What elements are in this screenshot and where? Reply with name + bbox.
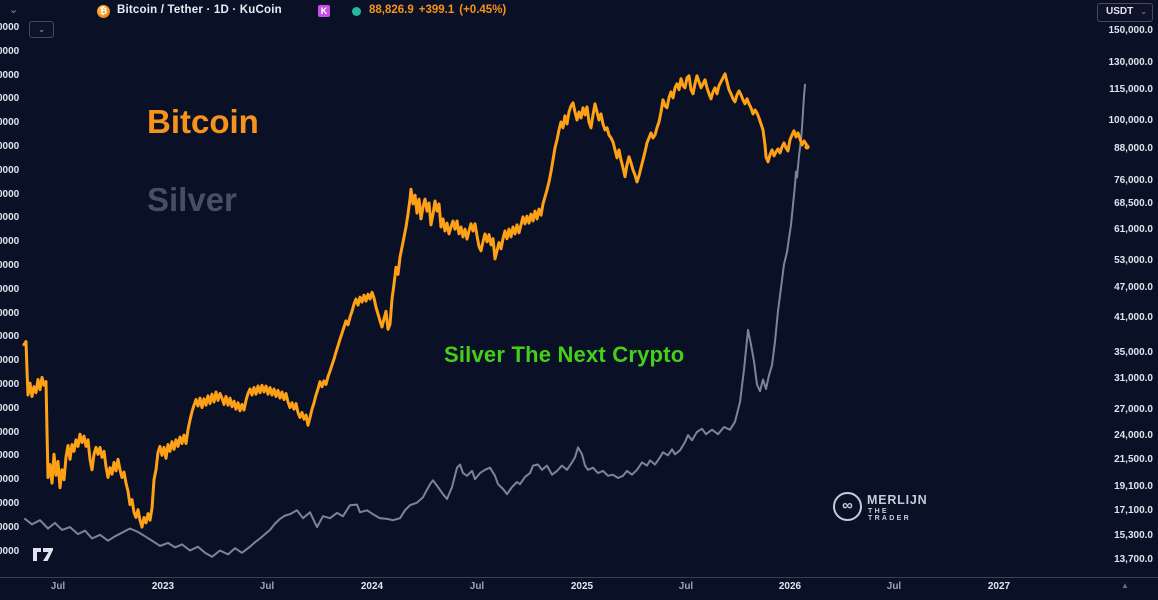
- right-axis-price-label: 47,000.0: [1114, 282, 1153, 293]
- time-axis-label: 2025: [570, 581, 594, 592]
- last-price: 88,826.9: [369, 4, 414, 16]
- time-axis-label: Jul: [678, 581, 694, 592]
- right-axis-price-label: 61,000.0: [1114, 224, 1153, 235]
- chart-menu-caret-icon[interactable]: ⌄: [9, 4, 19, 16]
- series-line: [24, 83, 806, 558]
- market-status-dot-icon: [352, 7, 361, 16]
- last-price-readout: 88,826.9 +399.1 (+0.45%): [369, 4, 511, 16]
- price-change: +399.1: [418, 4, 455, 16]
- right-axis-price-label: 76,000.0: [1114, 175, 1153, 186]
- right-axis-price-label: 100,000.0: [1108, 115, 1154, 126]
- tradingview-logo-icon[interactable]: [32, 545, 56, 563]
- silver-series-label: Silver: [147, 181, 237, 218]
- time-axis-label: Jul: [469, 581, 485, 592]
- annotation-text: Silver The Next Crypto: [444, 342, 685, 367]
- time-axis-label: Jul: [259, 581, 275, 592]
- time-axis-label: Jul: [886, 581, 902, 592]
- right-axis-price-label: 35,000.0: [1114, 347, 1153, 358]
- right-axis-price-label: 17,100.0: [1114, 505, 1153, 516]
- series-line: [22, 72, 809, 529]
- currency-unit-label: USDT: [1106, 6, 1134, 17]
- infinity-logo-icon: ∞: [833, 492, 862, 521]
- right-axis-price-label: 13,700.0: [1114, 554, 1153, 565]
- right-axis-price-label: 115,000.0: [1109, 84, 1153, 95]
- right-axis-price-label: 27,000.0: [1114, 404, 1153, 415]
- right-axis-price-label: 21,500.0: [1114, 454, 1153, 465]
- price-change-percent: (+0.45%): [459, 4, 507, 16]
- right-axis-price-label: 88,000.0: [1114, 143, 1153, 154]
- kucoin-exchange-icon: K: [318, 5, 330, 17]
- time-axis-label: Jul: [50, 581, 66, 592]
- right-axis-price-label: 53,000.0: [1114, 255, 1153, 266]
- currency-unit-button[interactable]: USDT ⌄: [1097, 3, 1153, 22]
- time-axis[interactable]: Jul 2023 Jul 2024 Jul 2025 Jul 2026 Jul 2027: [0, 578, 1158, 600]
- time-axis-label: 2026: [778, 581, 802, 592]
- symbol-title[interactable]: Bitcoin / Tether · 1D · KuCoin: [117, 4, 282, 16]
- right-axis-price-label: 150,000.0: [1108, 25, 1154, 36]
- time-axis-label: 2024: [360, 581, 384, 592]
- watermark-name: MERLIJN: [867, 493, 928, 507]
- right-axis-price-label: 130,000.0: [1108, 57, 1154, 68]
- right-axis-price-label: 68,500.0: [1114, 198, 1153, 209]
- right-axis-price-label: 41,000.0: [1114, 312, 1153, 323]
- right-price-axis[interactable]: 150,000.0 130,000.0 115,000.0 100,000.0 88,0…: [1090, 20, 1158, 576]
- legend-collapse-button[interactable]: ⌄: [29, 21, 54, 38]
- scroll-to-realtime-icon[interactable]: ▲: [1121, 581, 1129, 590]
- time-axis-separator: [0, 577, 1158, 578]
- last-price-dot: [804, 144, 810, 150]
- bitcoin-series-label: Bitcoin: [147, 103, 259, 140]
- time-axis-label: 2023: [151, 581, 175, 592]
- right-axis-price-label: 19,100.0: [1114, 481, 1153, 492]
- right-axis-price-label: 31,000.0: [1114, 373, 1153, 384]
- right-axis-price-label: 15,300.0: [1114, 530, 1153, 541]
- time-axis-label: 2027: [987, 581, 1011, 592]
- bitcoin-coin-icon: ₿: [97, 5, 110, 18]
- chevron-down-icon: ⌄: [1140, 7, 1147, 16]
- left-price-axis[interactable]: 000 0 00 00 0 000 000 0 00 00 0 000 000 0 00 00 0 000 000 0…: [0, 20, 40, 576]
- right-axis-price-label: 24,000.0: [1114, 430, 1153, 441]
- watermark-subtitle: THE TRADER: [868, 508, 911, 522]
